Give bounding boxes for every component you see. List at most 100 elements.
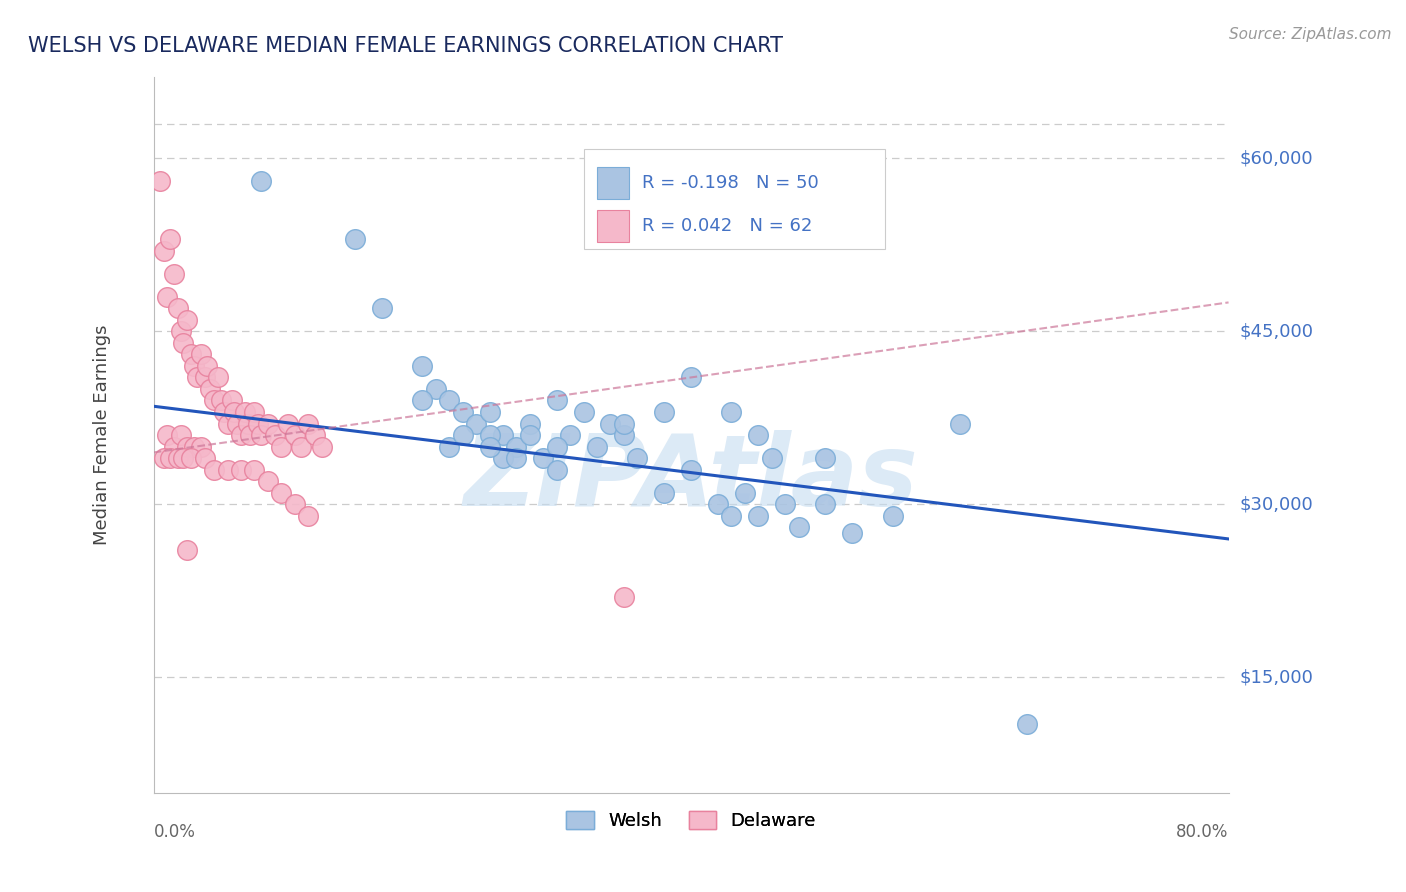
Point <box>217 417 239 431</box>
Point <box>599 417 621 431</box>
Point <box>425 382 447 396</box>
Point <box>180 451 202 466</box>
Point <box>202 463 225 477</box>
Text: ZIPAtlas: ZIPAtlas <box>464 430 918 526</box>
Point <box>156 290 179 304</box>
Point <box>720 508 742 523</box>
Point <box>247 417 270 431</box>
Point <box>761 451 783 466</box>
Legend: Welsh, Delaware: Welsh, Delaware <box>560 804 823 838</box>
Point <box>207 370 229 384</box>
Point <box>720 405 742 419</box>
Point <box>233 405 256 419</box>
Point <box>681 463 703 477</box>
Point <box>613 428 636 442</box>
Point <box>734 485 756 500</box>
Point <box>652 485 675 500</box>
Point <box>814 497 837 511</box>
Point <box>221 393 243 408</box>
Point <box>163 440 186 454</box>
FancyBboxPatch shape <box>596 210 628 242</box>
Point <box>169 428 191 442</box>
Point <box>519 417 541 431</box>
Point <box>787 520 810 534</box>
Point <box>311 440 333 454</box>
Point <box>202 393 225 408</box>
Point <box>172 335 194 350</box>
Point <box>166 301 188 316</box>
Point <box>176 543 198 558</box>
Point <box>239 428 262 442</box>
Text: Median Female Earnings: Median Female Earnings <box>93 325 111 545</box>
Point <box>156 428 179 442</box>
Point <box>270 440 292 454</box>
Point <box>451 405 474 419</box>
Point <box>519 428 541 442</box>
Point <box>236 417 259 431</box>
Point <box>304 428 326 442</box>
Point <box>949 417 972 431</box>
Point <box>492 428 515 442</box>
Text: R = 0.042   N = 62: R = 0.042 N = 62 <box>641 217 813 235</box>
Point <box>773 497 796 511</box>
Point <box>186 370 208 384</box>
Point <box>194 451 217 466</box>
Point <box>226 417 249 431</box>
Point <box>159 451 181 466</box>
Point <box>1015 716 1038 731</box>
Point <box>229 428 252 442</box>
Point <box>180 347 202 361</box>
Text: R = -0.198   N = 50: R = -0.198 N = 50 <box>641 174 818 192</box>
Point <box>841 526 863 541</box>
Point <box>243 405 266 419</box>
Point <box>371 301 394 316</box>
Point <box>229 463 252 477</box>
Point <box>176 440 198 454</box>
Point <box>531 451 554 466</box>
Point <box>290 440 312 454</box>
Point <box>190 347 212 361</box>
Point <box>166 451 188 466</box>
Point <box>439 393 461 408</box>
Point <box>465 417 488 431</box>
Point <box>212 405 235 419</box>
Point <box>492 451 515 466</box>
Point <box>153 451 176 466</box>
Point <box>546 440 568 454</box>
Text: 80.0%: 80.0% <box>1177 823 1229 841</box>
Point <box>613 417 636 431</box>
Point <box>194 370 217 384</box>
Point <box>153 244 176 258</box>
Point <box>190 440 212 454</box>
Point <box>505 451 527 466</box>
Point <box>747 428 769 442</box>
Point <box>195 359 218 373</box>
Point <box>505 440 527 454</box>
Text: $15,000: $15,000 <box>1240 668 1313 686</box>
Text: $60,000: $60,000 <box>1240 149 1313 167</box>
Point <box>224 405 246 419</box>
Point <box>546 393 568 408</box>
Point <box>586 440 609 454</box>
Point <box>198 382 221 396</box>
Point <box>250 174 273 188</box>
Point <box>451 428 474 442</box>
Point <box>560 428 582 442</box>
Point <box>814 451 837 466</box>
Point <box>183 440 205 454</box>
Point <box>257 475 280 489</box>
FancyBboxPatch shape <box>596 167 628 199</box>
Point <box>478 428 501 442</box>
Point <box>250 428 273 442</box>
Point <box>478 405 501 419</box>
Point <box>344 232 367 246</box>
Point <box>747 508 769 523</box>
Text: 0.0%: 0.0% <box>153 823 195 841</box>
Point <box>572 405 595 419</box>
Point <box>681 370 703 384</box>
Point <box>172 451 194 466</box>
Point <box>176 312 198 326</box>
Point <box>277 417 299 431</box>
Point <box>209 393 232 408</box>
Text: $45,000: $45,000 <box>1240 322 1313 340</box>
